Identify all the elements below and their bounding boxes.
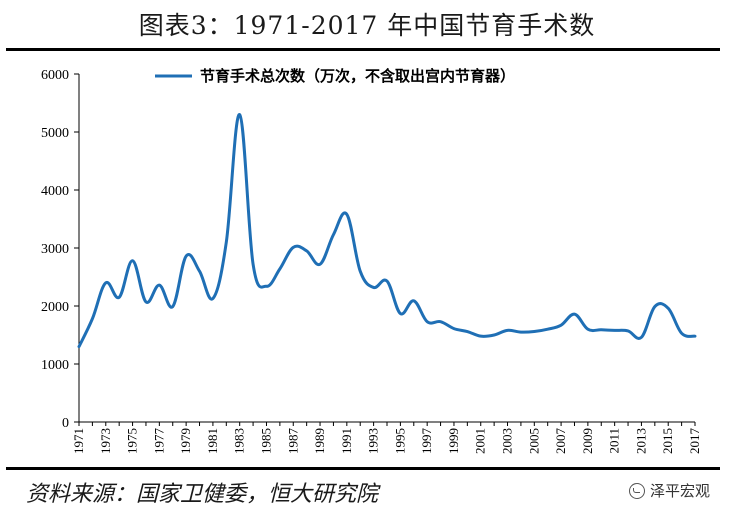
y-tick-label: 5000 bbox=[41, 126, 69, 141]
data-point bbox=[534, 331, 535, 332]
data-point bbox=[480, 336, 481, 337]
y-tick-label: 4000 bbox=[41, 184, 69, 199]
data-point bbox=[346, 214, 347, 215]
x-tick-label: 1985 bbox=[258, 428, 273, 454]
x-tick-label: 1981 bbox=[205, 428, 220, 454]
x-tick-label: 1979 bbox=[178, 428, 193, 454]
data-point bbox=[694, 336, 695, 337]
data-point bbox=[601, 329, 602, 330]
data-point bbox=[427, 321, 428, 322]
y-tick-label: 6000 bbox=[41, 68, 69, 83]
x-tick-label: 2001 bbox=[473, 428, 488, 454]
data-point bbox=[494, 334, 495, 335]
x-tick-label: 1987 bbox=[285, 428, 300, 455]
chart-axes bbox=[78, 74, 695, 423]
y-tick-label: 2000 bbox=[41, 300, 69, 315]
data-point bbox=[306, 250, 307, 251]
x-tick-label: 2005 bbox=[526, 428, 541, 454]
data-point bbox=[333, 234, 334, 235]
data-point bbox=[212, 298, 213, 299]
series-line bbox=[77, 113, 697, 349]
data-point bbox=[78, 346, 79, 347]
x-tick-label: 1977 bbox=[151, 428, 166, 455]
data-point bbox=[574, 314, 575, 315]
x-tick-label: 1983 bbox=[232, 428, 247, 454]
data-point bbox=[266, 286, 267, 287]
x-tick-label: 2009 bbox=[580, 428, 595, 454]
data-point bbox=[186, 256, 187, 257]
x-tick-label: 1975 bbox=[125, 428, 140, 454]
data-point bbox=[199, 271, 200, 272]
x-tick-label: 1989 bbox=[312, 428, 327, 454]
data-point bbox=[226, 242, 227, 243]
y-tick-label: 3000 bbox=[41, 242, 69, 257]
source-rule bbox=[6, 467, 720, 470]
data-point bbox=[627, 330, 628, 331]
data-point bbox=[400, 313, 401, 314]
x-tick-label: 1997 bbox=[419, 428, 434, 455]
data-point bbox=[520, 332, 521, 333]
data-point bbox=[293, 247, 294, 248]
x-tick-label: 2013 bbox=[633, 428, 648, 454]
data-point bbox=[386, 280, 387, 281]
source-note: 资料来源：国家卫健委，恒大研究院 bbox=[26, 482, 379, 507]
data-point bbox=[547, 329, 548, 330]
x-tick-label: 1995 bbox=[392, 428, 407, 454]
data-point bbox=[560, 325, 561, 326]
data-point bbox=[239, 114, 240, 115]
data-point bbox=[467, 331, 468, 332]
x-tick-label: 2011 bbox=[607, 428, 622, 454]
data-point bbox=[172, 306, 173, 307]
series-group bbox=[77, 113, 697, 349]
x-tick-label: 1971 bbox=[71, 428, 86, 454]
data-point bbox=[614, 330, 615, 331]
watermark: 泽平宏观 bbox=[628, 480, 710, 501]
y-axis-ticks: 0 1000 2000 3000 4000 5000 6000 bbox=[41, 68, 79, 431]
data-point bbox=[360, 271, 361, 272]
y-tick-label: 0 bbox=[62, 416, 69, 431]
data-point bbox=[252, 264, 253, 265]
data-point bbox=[279, 268, 280, 269]
x-tick-label: 1999 bbox=[446, 428, 461, 454]
x-tick-label: 2003 bbox=[500, 428, 515, 454]
x-tick-label: 2007 bbox=[553, 428, 568, 455]
data-point bbox=[105, 282, 106, 283]
data-point bbox=[159, 285, 160, 286]
data-point bbox=[145, 301, 146, 302]
watermark-label: 泽平宏观 bbox=[649, 482, 710, 500]
data-point bbox=[641, 337, 642, 338]
data-point bbox=[587, 329, 588, 330]
data-point bbox=[654, 306, 655, 307]
data-point bbox=[668, 308, 669, 309]
data-point bbox=[373, 287, 374, 288]
page-title: 图表3：1971-2017 年中国节育手术数 bbox=[138, 11, 596, 40]
x-tick-label: 2015 bbox=[660, 428, 675, 454]
data-point bbox=[319, 264, 320, 265]
data-point bbox=[132, 260, 133, 261]
x-tick-label: 2017 bbox=[687, 428, 702, 455]
data-point bbox=[119, 297, 120, 298]
data-point bbox=[440, 321, 441, 322]
x-tick-label: 1973 bbox=[98, 428, 113, 454]
legend-label: 节育手术总次数（万次，不含取出宫内节育器） bbox=[200, 67, 515, 85]
x-tick-label: 1991 bbox=[339, 428, 354, 454]
x-tick-label: 1993 bbox=[366, 428, 381, 454]
data-point bbox=[453, 328, 454, 329]
data-point bbox=[92, 318, 93, 319]
data-point bbox=[413, 300, 414, 301]
data-point bbox=[507, 330, 508, 331]
chart-legend: 节育手术总次数（万次，不含取出宫内节育器） bbox=[155, 67, 515, 85]
wechat-icon bbox=[628, 482, 645, 499]
title-underline bbox=[6, 48, 720, 51]
y-tick-label: 1000 bbox=[41, 358, 69, 373]
x-axis-ticks: 1971 1973 1975 1977 1979 1981 1983 1985 1987 1989… bbox=[71, 422, 702, 454]
data-point bbox=[681, 333, 682, 334]
